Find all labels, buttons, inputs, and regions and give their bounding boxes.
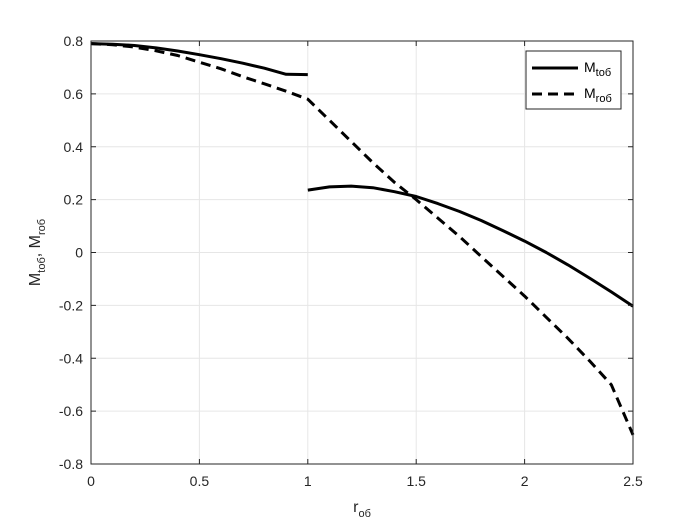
y-axis-label-base-2: M	[27, 235, 44, 248]
legend-label-m-rob: Mrоб	[584, 85, 612, 105]
x-tick-label: 2	[521, 473, 529, 489]
y-tick-label: 0	[75, 245, 83, 261]
y-axis-label: Mtоб, Mrоб	[27, 219, 48, 286]
axis-ticks: 0 0.5 1 1.5 2 2.5 -0.8 -0.6 -0.4 -0.2 0 0.2 0.4 0.6 0.…	[59, 33, 643, 489]
y-axis-label-sub-1: tоб	[36, 257, 48, 272]
series-layer	[90, 42, 635, 436]
x-tick-label: 1	[304, 473, 312, 489]
x-tick-label: 1.5	[406, 473, 426, 489]
y-tick-label: 0.2	[64, 192, 84, 208]
legend-label-m-tob: Mtоб	[584, 59, 611, 79]
series-line-m-tob	[307, 184, 634, 308]
legend-label-m-tob-sub: tоб	[596, 67, 611, 79]
y-tick-label: 0.4	[64, 139, 84, 155]
y-axis-label-base-1: M	[27, 273, 44, 286]
legend-box	[525, 50, 622, 110]
y-axis-label-sep: ,	[27, 248, 44, 257]
y-tick-label: -0.2	[59, 297, 83, 313]
x-tick-label: 0.5	[190, 473, 210, 489]
y-tick-label: 0.8	[64, 33, 84, 49]
legend-label-m-rob-base: M	[584, 85, 596, 101]
x-axis-label-sub: об	[358, 508, 370, 520]
legend-label-m-rob-sub: rоб	[596, 93, 612, 105]
legend: Mtоб Mrоб	[525, 50, 622, 110]
x-tick-label: 2.5	[623, 473, 643, 489]
legend-label-m-tob-base: M	[584, 59, 596, 75]
y-tick-label: -0.6	[59, 403, 83, 419]
y-tick-label: 0.6	[64, 86, 84, 102]
y-tick-label: -0.8	[59, 456, 83, 472]
x-axis-label-base: r	[353, 499, 359, 516]
x-tick-label: 0	[87, 473, 95, 489]
y-axis-label-sub-2: rоб	[36, 219, 48, 235]
x-axis-label: rоб	[353, 499, 371, 520]
y-tick-label: -0.4	[59, 350, 83, 366]
